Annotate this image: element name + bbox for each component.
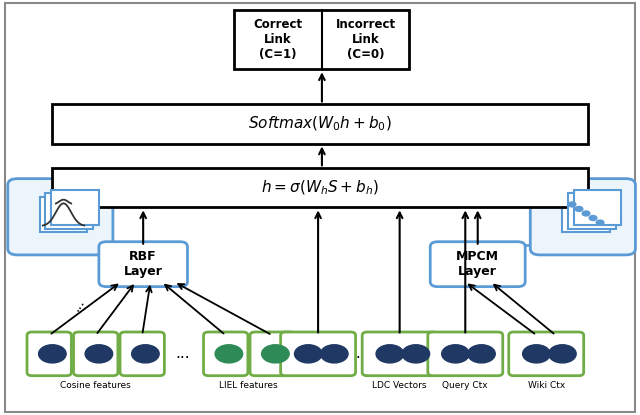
FancyBboxPatch shape xyxy=(573,190,621,225)
Text: ...: ... xyxy=(176,347,190,361)
FancyBboxPatch shape xyxy=(40,197,88,232)
FancyBboxPatch shape xyxy=(362,332,437,376)
FancyBboxPatch shape xyxy=(4,3,636,412)
FancyBboxPatch shape xyxy=(52,168,588,208)
FancyBboxPatch shape xyxy=(531,178,636,255)
FancyBboxPatch shape xyxy=(74,332,118,376)
FancyBboxPatch shape xyxy=(562,197,610,232)
Text: LDC Vectors: LDC Vectors xyxy=(372,381,427,390)
Circle shape xyxy=(575,207,583,211)
FancyBboxPatch shape xyxy=(52,105,588,144)
Ellipse shape xyxy=(548,345,576,363)
Ellipse shape xyxy=(468,345,495,363)
Text: ...: ... xyxy=(68,295,87,314)
FancyBboxPatch shape xyxy=(45,193,93,229)
Text: RBF
Layer: RBF Layer xyxy=(124,250,163,278)
Ellipse shape xyxy=(402,345,429,363)
Text: LIEL features: LIEL features xyxy=(220,381,278,390)
Text: Incorrect
Link
(C=0): Incorrect Link (C=0) xyxy=(335,18,396,61)
FancyBboxPatch shape xyxy=(51,190,99,225)
Ellipse shape xyxy=(38,345,66,363)
Ellipse shape xyxy=(262,345,289,363)
Ellipse shape xyxy=(132,345,159,363)
Text: Wiki Ctx: Wiki Ctx xyxy=(527,381,565,390)
Ellipse shape xyxy=(215,345,243,363)
Text: Query Ctx: Query Ctx xyxy=(442,381,488,390)
Ellipse shape xyxy=(321,345,348,363)
FancyBboxPatch shape xyxy=(280,332,356,376)
Ellipse shape xyxy=(442,345,469,363)
Ellipse shape xyxy=(376,345,404,363)
Text: MPCM
Layer: MPCM Layer xyxy=(456,250,499,278)
Text: Cosine features: Cosine features xyxy=(60,381,131,390)
FancyBboxPatch shape xyxy=(234,10,409,69)
FancyBboxPatch shape xyxy=(99,242,188,287)
Ellipse shape xyxy=(523,345,550,363)
FancyBboxPatch shape xyxy=(204,332,248,376)
FancyBboxPatch shape xyxy=(27,332,71,376)
FancyBboxPatch shape xyxy=(509,332,584,376)
FancyBboxPatch shape xyxy=(428,332,503,376)
Circle shape xyxy=(589,215,597,220)
Text: $\mathit{Softmax}(W_0h + b_0)$: $\mathit{Softmax}(W_0h + b_0)$ xyxy=(248,115,392,133)
Ellipse shape xyxy=(294,345,322,363)
Text: Correct
Link
(C=1): Correct Link (C=1) xyxy=(253,18,303,61)
FancyBboxPatch shape xyxy=(250,332,294,376)
Circle shape xyxy=(568,202,576,207)
Ellipse shape xyxy=(85,345,113,363)
FancyBboxPatch shape xyxy=(430,242,525,287)
FancyBboxPatch shape xyxy=(568,193,616,229)
FancyBboxPatch shape xyxy=(120,332,164,376)
Text: ...: ... xyxy=(351,347,366,361)
Circle shape xyxy=(596,220,604,225)
FancyBboxPatch shape xyxy=(8,178,113,255)
Circle shape xyxy=(582,211,590,216)
Text: $h = \sigma(W_hS + b_h)$: $h = \sigma(W_hS + b_h)$ xyxy=(261,179,379,197)
